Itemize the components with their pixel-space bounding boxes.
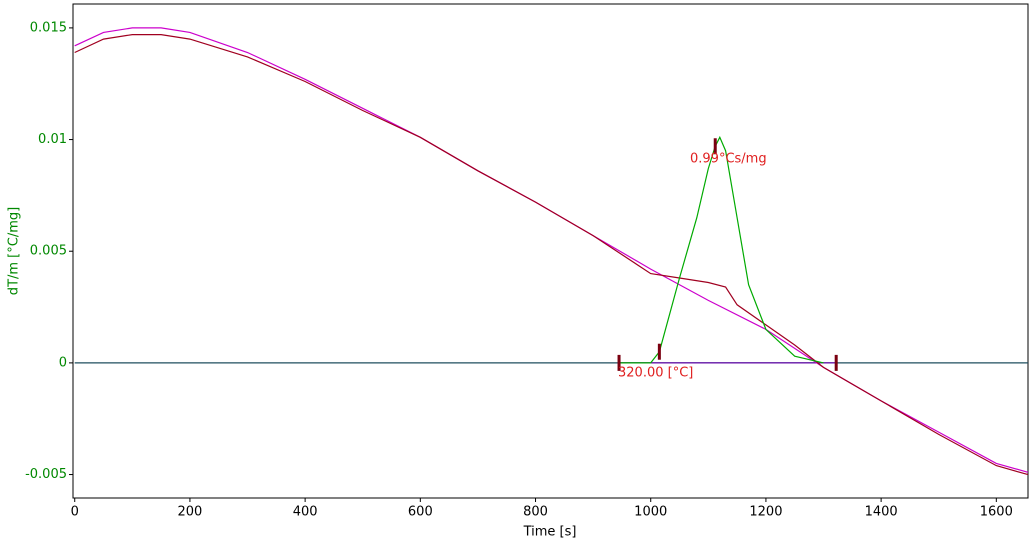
y-tick-label: 0.015 xyxy=(30,20,67,35)
x-tick-label: 1000 xyxy=(634,505,667,520)
annotation: 320.00 [°C] xyxy=(618,366,693,381)
y-axis-label: dT/m [°C/mg] xyxy=(7,207,22,295)
series-line xyxy=(74,27,1029,473)
x-axis-label: Time [s] xyxy=(523,525,577,540)
x-tick-label: 800 xyxy=(523,505,548,520)
series-line xyxy=(619,135,824,364)
x-tick-label: 1600 xyxy=(980,505,1013,520)
x-tick-label: 200 xyxy=(178,505,203,520)
plot-frame xyxy=(72,3,1029,499)
marker xyxy=(617,354,621,371)
series-line xyxy=(74,34,1029,476)
x-tick-label: 1200 xyxy=(749,505,782,520)
y-tick-label: 0 xyxy=(59,355,67,370)
x-tick-label: 600 xyxy=(408,505,433,520)
x-tick-label: 1400 xyxy=(865,505,898,520)
y-tick-label: 0.005 xyxy=(30,244,67,259)
x-tick-label: 400 xyxy=(293,505,318,520)
x-tick-label: 0 xyxy=(71,505,79,520)
marker xyxy=(713,138,717,155)
marker xyxy=(657,343,661,360)
marker xyxy=(834,354,838,371)
annotation: 0.99°Cs/mg xyxy=(690,152,767,167)
y-tick-label: -0.005 xyxy=(25,467,67,482)
y-tick-label: 0.01 xyxy=(38,132,67,147)
